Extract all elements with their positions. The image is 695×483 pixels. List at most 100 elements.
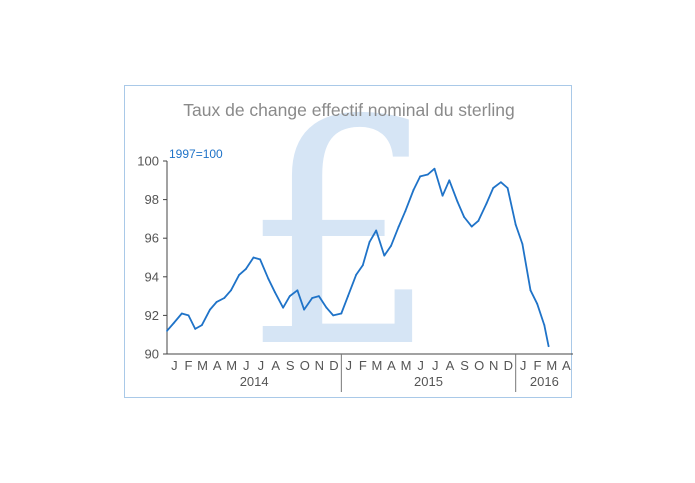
- data-point: [448, 179, 451, 182]
- data-point: [492, 187, 495, 189]
- data-point: [244, 268, 247, 270]
- axes: [166, 161, 573, 355]
- data-point: [194, 328, 197, 330]
- data-point: [274, 291, 276, 294]
- x-month-label: O: [474, 358, 484, 373]
- data-point: [397, 225, 400, 228]
- data-point: [485, 202, 488, 205]
- data-point: [267, 277, 270, 280]
- series-group: [166, 167, 550, 348]
- y-tick-label: 98: [145, 192, 159, 207]
- data-point: [325, 306, 328, 309]
- x-month-label: J: [171, 358, 178, 373]
- data-point: [223, 297, 226, 299]
- data-point: [303, 308, 305, 311]
- x-month-label: N: [489, 358, 498, 373]
- y-tick-label: 90: [145, 347, 159, 362]
- x-month-label: M: [401, 358, 412, 373]
- data-point: [311, 297, 314, 299]
- x-month-label: D: [329, 358, 338, 373]
- x-month-label: A: [387, 358, 396, 373]
- data-point: [404, 210, 407, 213]
- data-point: [187, 314, 190, 317]
- x-month-label: S: [460, 358, 469, 373]
- x-month-label: J: [243, 358, 250, 373]
- data-point: [332, 314, 335, 317]
- data-point: [375, 229, 378, 232]
- data-point: [433, 167, 436, 170]
- data-point: [238, 273, 241, 276]
- y-tick-label: 94: [145, 269, 159, 284]
- x-month-label: F: [185, 358, 193, 373]
- data-point: [317, 295, 320, 297]
- data-point: [477, 219, 480, 222]
- data-point: [166, 329, 168, 332]
- data-point: [368, 241, 371, 243]
- x-month-label: M: [372, 358, 383, 373]
- line-chart: £ Taux de change effectif nominal du ste…: [137, 86, 573, 399]
- data-point: [463, 216, 465, 218]
- x-month-label: J: [258, 358, 265, 373]
- x-month-label: F: [359, 358, 367, 373]
- data-point: [230, 289, 232, 292]
- data-point: [419, 175, 422, 178]
- x-month-label: M: [546, 358, 557, 373]
- data-point: [529, 289, 532, 292]
- x-month-label: S: [286, 358, 295, 373]
- x-month-label: D: [504, 358, 513, 373]
- data-point: [499, 181, 502, 184]
- x-month-label: A: [213, 358, 222, 373]
- y-tick-label: 96: [145, 231, 159, 246]
- data-point: [543, 324, 546, 326]
- data-point: [521, 243, 524, 245]
- series-line: [166, 167, 550, 347]
- x-month-label: A: [446, 358, 455, 373]
- x-month-label: A: [271, 358, 280, 373]
- y-tick-label: 92: [145, 308, 159, 323]
- data-point: [215, 300, 218, 303]
- x-month-label: F: [533, 358, 541, 373]
- x-year-label: 2014: [240, 374, 269, 389]
- data-point: [441, 194, 444, 197]
- x-month-label: J: [417, 358, 424, 373]
- x-year-label: 2016: [530, 374, 559, 389]
- x-month-label: J: [432, 358, 439, 373]
- x-month-label: M: [197, 358, 208, 373]
- chart-frame: £ Taux de change effectif nominal du ste…: [124, 85, 573, 399]
- y-axis-ticks: 90 92 94 96 98 100: [137, 154, 167, 362]
- data-point: [536, 302, 539, 305]
- data-point: [288, 295, 291, 297]
- data-point: [456, 200, 459, 203]
- y-tick-label: 100: [137, 154, 159, 169]
- data-point: [172, 322, 175, 325]
- x-month-label: J: [520, 358, 527, 373]
- y-unit-label: 1997=100: [169, 147, 223, 161]
- data-point: [296, 289, 299, 292]
- data-point: [340, 312, 343, 315]
- data-point: [252, 256, 255, 259]
- x-month-label: J: [345, 358, 352, 373]
- x-year-label: 2015: [414, 374, 443, 389]
- data-point: [426, 173, 429, 176]
- data-point: [412, 189, 415, 191]
- data-point: [209, 308, 211, 311]
- data-point: [282, 306, 284, 309]
- data-point: [547, 345, 550, 348]
- data-point: [259, 258, 262, 261]
- x-month-label: N: [315, 358, 324, 373]
- data-point: [355, 273, 358, 276]
- data-point: [347, 295, 349, 297]
- pound-watermark-icon: £: [242, 86, 439, 399]
- x-month-label: A: [562, 358, 571, 373]
- data-point: [470, 225, 473, 228]
- data-point: [390, 245, 392, 247]
- data-point: [361, 264, 364, 267]
- chart-title: Taux de change effectif nominal du sterl…: [183, 100, 514, 120]
- x-month-label: M: [226, 358, 237, 373]
- x-month-label: O: [300, 358, 310, 373]
- data-point: [180, 312, 183, 315]
- data-point: [200, 324, 203, 326]
- data-point: [383, 254, 386, 257]
- data-point: [514, 223, 517, 226]
